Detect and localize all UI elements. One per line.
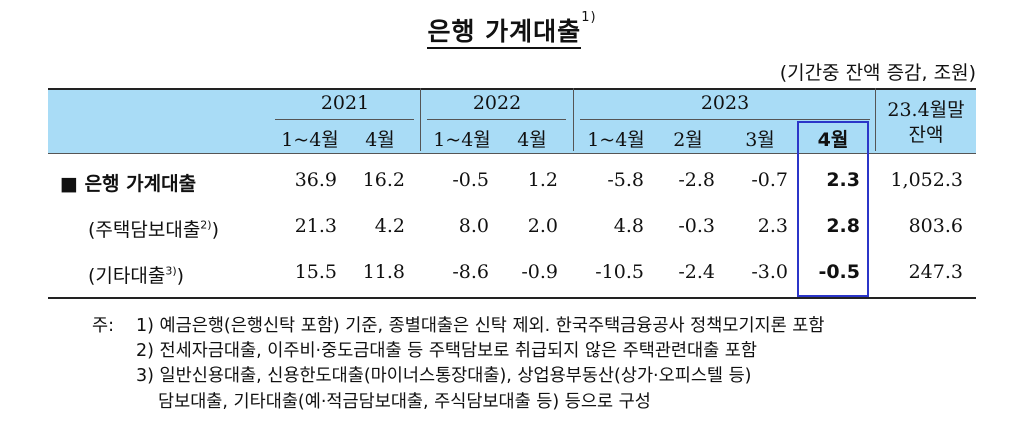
cell: 1.2 <box>527 169 558 191</box>
table-title: 은행 가계대출1) <box>0 10 1024 49</box>
header-divider <box>875 88 876 151</box>
period-2022-jan-apr: 1~4월 <box>433 129 491 151</box>
title-footnote-mark: 1) <box>581 10 597 25</box>
period-2021-jan-apr: 1~4월 <box>281 129 339 151</box>
notes-prefix: 주: <box>92 316 114 336</box>
period-2023-jan-apr: 1~4월 <box>587 129 645 151</box>
year-underline-2023 <box>580 119 870 120</box>
cell: 4.8 <box>613 215 644 237</box>
cell-balance: 247.3 <box>908 261 963 283</box>
cell-highlight: 2.3 <box>826 169 860 191</box>
cell: -10.5 <box>595 261 644 283</box>
cell: 36.9 <box>294 169 337 191</box>
cell: -5.8 <box>607 169 644 191</box>
other-footnote-mark: 3) <box>165 264 177 278</box>
footnote-1: 1) 예금은행(은행신탁 포함) 기준, 종별대출은 신탁 제외. 한국주택금융… <box>136 316 825 336</box>
cell-highlight: -0.5 <box>818 261 860 283</box>
cell: -8.6 <box>452 261 489 283</box>
year-2023: 2023 <box>700 92 750 114</box>
cell: 11.8 <box>362 261 405 283</box>
table-bottom-rule <box>48 297 976 299</box>
row-label-other-loans: (기타대출3)) <box>88 264 185 287</box>
footnote-3-continued: 담보대출, 기타대출(예·적금담보대출, 주식담보대출 등) 등으로 구성 <box>158 392 651 412</box>
period-2021-apr: 4월 <box>365 129 395 151</box>
year-2022: 2022 <box>472 92 522 114</box>
highlight-box-2023-apr <box>797 121 869 297</box>
cell: 8.0 <box>458 215 489 237</box>
cell: -3.0 <box>751 261 788 283</box>
row-label-mortgage: (주택담보대출2)) <box>88 218 220 241</box>
cell: 4.2 <box>374 215 405 237</box>
cell: -0.3 <box>678 215 715 237</box>
cell-balance: 1,052.3 <box>890 169 963 191</box>
footnote-2: 2) 전세자금대출, 이주비·중도금대출 등 주택담보로 취급되지 않은 주택관… <box>136 341 757 361</box>
cell: 2.3 <box>757 215 788 237</box>
header-divider <box>420 88 421 151</box>
period-2023-mar: 3월 <box>745 129 775 151</box>
cell: -0.9 <box>521 261 558 283</box>
cell-highlight: 2.8 <box>826 215 860 237</box>
period-2023-feb: 2월 <box>673 129 703 151</box>
balance-header-line1: 23.4월말 <box>887 99 965 121</box>
year-2021: 2021 <box>320 92 370 114</box>
period-2023-apr: 4월 <box>817 129 849 151</box>
cell: -2.8 <box>678 169 715 191</box>
cell: -0.7 <box>751 169 788 191</box>
footnote-3: 3) 일반신용대출, 신용한도대출(마이너스통장대출), 상업용부동산(상가·오… <box>136 366 752 386</box>
mortgage-footnote-mark: 2) <box>200 218 212 232</box>
title-text: 은행 가계대출 <box>427 17 582 49</box>
row-label-household-loans: ■ 은행 가계대출 <box>60 173 197 195</box>
balance-header-line2: 잔액 <box>908 124 944 146</box>
cell: 16.2 <box>362 169 405 191</box>
cell-balance: 803.6 <box>908 215 963 237</box>
period-2022-apr: 4월 <box>517 129 547 151</box>
cell: -0.5 <box>452 169 489 191</box>
cell: -2.4 <box>678 261 715 283</box>
year-underline-2021 <box>275 119 414 120</box>
unit-label: (기간중 잔액 증감, 조원) <box>779 62 976 84</box>
cell: 21.3 <box>294 215 337 237</box>
cell: 2.0 <box>527 215 558 237</box>
header-divider <box>573 88 574 151</box>
year-underline-2022 <box>427 119 566 120</box>
cell: 15.5 <box>294 261 337 283</box>
